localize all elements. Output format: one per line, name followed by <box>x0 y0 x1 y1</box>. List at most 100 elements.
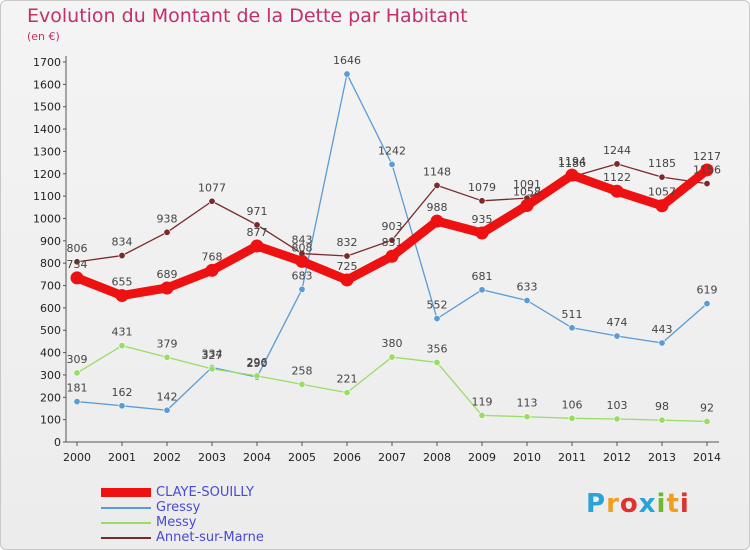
data-label: 768 <box>202 250 223 263</box>
data-point <box>658 173 666 181</box>
x-tick-label: 2009 <box>468 451 496 464</box>
data-point <box>253 221 261 229</box>
chart-title: Evolution du Montant de la Dette par Hab… <box>27 5 468 27</box>
data-label: 655 <box>112 276 133 289</box>
data-label: 843 <box>292 234 313 247</box>
data-label: 1646 <box>333 54 361 67</box>
data-point <box>388 160 396 168</box>
data-label: 258 <box>292 364 313 377</box>
data-label: 552 <box>427 299 448 312</box>
data-point <box>703 417 711 425</box>
y-tick-label: 400 <box>40 347 61 360</box>
data-point <box>433 315 441 323</box>
data-point <box>340 273 354 287</box>
data-labels-gressy: 181 162 142 334 290 683 1646 1242 552 681 633 511 47… <box>67 54 718 403</box>
data-labels-claye-souilly: 7346556897688778087258319889351058119411… <box>67 150 722 289</box>
data-label: 119 <box>472 395 493 408</box>
x-tick-label: 2008 <box>423 451 451 464</box>
data-point <box>118 402 126 410</box>
x-tick-label: 2003 <box>198 451 226 464</box>
x-tick-label: 2001 <box>108 451 136 464</box>
legend-swatch <box>101 522 151 524</box>
brand-letter: t <box>666 489 680 519</box>
y-tick-label: 1600 <box>33 78 61 91</box>
x-tick-label: 2005 <box>288 451 316 464</box>
y-tick-label: 200 <box>40 391 61 404</box>
data-label: 221 <box>337 373 358 386</box>
data-point <box>73 258 81 266</box>
data-point <box>523 413 531 421</box>
data-label: 296 <box>247 356 268 369</box>
data-point <box>613 415 621 423</box>
x-tick-label: 2000 <box>63 451 91 464</box>
plot-area: 7346556897688778087258319889351058119411… <box>67 54 722 425</box>
data-label: 734 <box>67 258 88 271</box>
data-label: 725 <box>337 260 358 273</box>
data-labels-annet-sur-marne: 806 834 938 1077 971 843 832 903 1148 1079 1091 118… <box>67 144 722 255</box>
data-point <box>433 181 441 189</box>
line-chart: 0 100 200 300 400 500 600 700 800 900 1000 1100 1200… <box>33 54 722 464</box>
data-label: 379 <box>157 337 178 350</box>
y-tick-label: 1100 <box>33 190 61 203</box>
x-tick-label: 2006 <box>333 451 361 464</box>
data-label: 1057 <box>648 186 676 199</box>
legend-label: Annet-sur-Marne <box>156 530 264 545</box>
legend-label: Messy <box>156 515 197 530</box>
data-label: 162 <box>112 386 133 399</box>
brand-letter: i <box>656 489 667 519</box>
data-point <box>115 289 129 303</box>
data-point <box>703 300 711 308</box>
x-tick-label: 2014 <box>693 451 721 464</box>
data-point <box>205 263 219 277</box>
legend-swatch <box>101 488 151 497</box>
data-point <box>655 199 669 213</box>
data-label: 103 <box>607 399 628 412</box>
data-label: 290 <box>247 357 268 370</box>
data-point <box>163 406 171 414</box>
series-claye-souilly <box>70 163 714 303</box>
x-tick-label: 2011 <box>558 451 586 464</box>
data-point <box>250 239 264 253</box>
data-label: 356 <box>427 342 448 355</box>
brand-letter: i <box>679 489 690 519</box>
data-point <box>388 353 396 361</box>
data-label: 1185 <box>648 157 676 170</box>
data-point <box>73 369 81 377</box>
y-tick-label: 900 <box>40 235 61 248</box>
data-point <box>295 254 309 268</box>
data-label: 106 <box>562 398 583 411</box>
data-point <box>160 281 174 295</box>
data-point <box>658 416 666 424</box>
data-point <box>208 197 216 205</box>
y-tick-label: 0 <box>54 436 61 449</box>
legend-swatch <box>101 507 151 509</box>
data-label: 619 <box>697 284 718 297</box>
data-label: 181 <box>67 382 88 395</box>
data-label: 832 <box>337 236 358 249</box>
y-tick-label: 1400 <box>33 123 61 136</box>
x-tick-label: 2010 <box>513 451 541 464</box>
axes: 0 100 200 300 400 500 600 700 800 900 1000 1100 1200… <box>33 56 721 464</box>
y-tick-label: 1500 <box>33 101 61 114</box>
data-label: 474 <box>607 316 628 329</box>
data-point <box>118 252 126 260</box>
brand-logo: Proxiti <box>586 489 690 519</box>
legend-label: Gressy <box>156 500 201 515</box>
data-label: 903 <box>382 220 403 233</box>
data-point <box>478 197 486 205</box>
data-point <box>568 414 576 422</box>
data-label: 681 <box>472 270 493 283</box>
y-tick-label: 600 <box>40 302 61 315</box>
legend-label: CLAYE-SOUILLY <box>156 485 254 500</box>
data-label: 1217 <box>693 150 721 163</box>
brand-letter: P <box>586 489 607 519</box>
data-label: 808 <box>292 241 313 254</box>
data-label: 142 <box>157 390 178 403</box>
data-label: 98 <box>655 400 669 413</box>
data-label: 1058 <box>513 186 541 199</box>
data-point <box>700 163 714 177</box>
data-point <box>478 411 486 419</box>
x-tick-label: 2007 <box>378 451 406 464</box>
y-tick-label: 1000 <box>33 212 61 225</box>
